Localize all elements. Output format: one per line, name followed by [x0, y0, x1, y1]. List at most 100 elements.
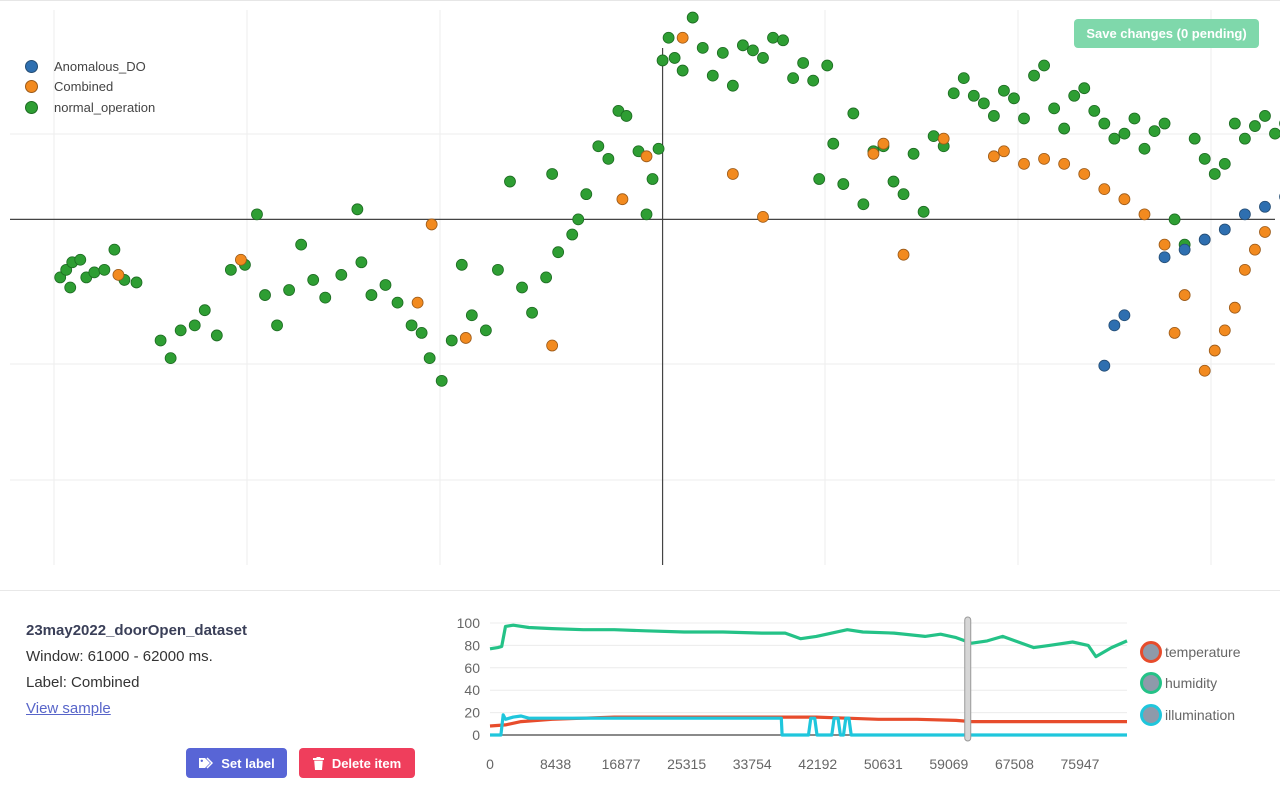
point-normal-operation[interactable]: [998, 84, 1010, 97]
point-normal-operation[interactable]: [907, 147, 920, 160]
point-normal-operation[interactable]: [821, 59, 834, 72]
point-combined[interactable]: [676, 31, 689, 44]
point-normal-operation[interactable]: [917, 205, 930, 218]
point-normal-operation[interactable]: [540, 271, 553, 284]
point-normal-operation[interactable]: [1168, 213, 1181, 226]
point-combined[interactable]: [1018, 157, 1030, 170]
point-combined[interactable]: [1249, 243, 1261, 256]
point-normal-operation[interactable]: [1188, 132, 1201, 145]
legend-item-humidity[interactable]: humidity: [1140, 668, 1240, 700]
point-normal-operation[interactable]: [716, 46, 729, 59]
point-normal-operation[interactable]: [405, 319, 418, 332]
point-normal-operation[interactable]: [108, 243, 121, 256]
point-normal-operation[interactable]: [64, 281, 77, 294]
point-normal-operation[interactable]: [813, 173, 826, 185]
point-normal-operation[interactable]: [927, 130, 940, 143]
point-normal-operation[interactable]: [726, 79, 739, 92]
point-combined[interactable]: [937, 132, 950, 145]
point-normal-operation[interactable]: [198, 304, 211, 317]
point-normal-operation[interactable]: [777, 34, 789, 47]
point-normal-operation[interactable]: [130, 276, 143, 289]
point-normal-operation[interactable]: [423, 352, 436, 365]
point-normal-operation[interactable]: [947, 87, 960, 100]
point-normal-operation[interactable]: [259, 289, 271, 301]
point-normal-operation[interactable]: [1078, 82, 1091, 95]
point-normal-operation[interactable]: [1118, 127, 1131, 140]
point-normal-operation[interactable]: [757, 52, 769, 64]
point-normal-operation[interactable]: [787, 72, 799, 85]
point-combined[interactable]: [1078, 168, 1091, 180]
point-combined[interactable]: [546, 339, 559, 352]
point-normal-operation[interactable]: [747, 44, 759, 57]
point-normal-operation[interactable]: [98, 263, 111, 276]
point-anomalous-do[interactable]: [1158, 251, 1171, 264]
point-normal-operation[interactable]: [251, 208, 263, 221]
point-normal-operation[interactable]: [1068, 89, 1081, 102]
point-normal-operation[interactable]: [88, 266, 101, 279]
point-combined[interactable]: [425, 218, 438, 231]
point-normal-operation[interactable]: [188, 319, 201, 332]
point-normal-operation[interactable]: [857, 198, 870, 211]
legend-item-normal-operation[interactable]: normal_operation: [22, 97, 155, 118]
point-normal-operation[interactable]: [1228, 117, 1241, 130]
point-normal-operation[interactable]: [355, 256, 368, 269]
point-combined[interactable]: [1168, 327, 1181, 339]
point-normal-operation[interactable]: [887, 175, 900, 188]
point-normal-operation[interactable]: [224, 263, 237, 276]
point-normal-operation[interactable]: [1238, 132, 1251, 145]
point-normal-operation[interactable]: [1088, 105, 1101, 117]
point-combined[interactable]: [616, 193, 629, 206]
point-normal-operation[interactable]: [552, 246, 565, 259]
point-normal-operation[interactable]: [1058, 122, 1071, 135]
point-normal-operation[interactable]: [640, 208, 653, 221]
point-normal-operation[interactable]: [283, 284, 296, 296]
point-normal-operation[interactable]: [686, 11, 699, 24]
point-normal-operation[interactable]: [435, 374, 448, 387]
point-normal-operation[interactable]: [668, 52, 681, 64]
point-normal-operation[interactable]: [492, 263, 504, 276]
point-normal-operation[interactable]: [295, 238, 308, 251]
point-normal-operation[interactable]: [154, 334, 167, 347]
point-anomalous-do[interactable]: [1178, 243, 1191, 256]
point-normal-operation[interactable]: [767, 31, 779, 44]
point-normal-operation[interactable]: [1148, 125, 1161, 137]
point-combined[interactable]: [1208, 344, 1221, 357]
point-combined[interactable]: [1259, 226, 1271, 238]
point-normal-operation[interactable]: [837, 178, 850, 190]
legend-item-illumination[interactable]: illumination: [1140, 699, 1240, 731]
point-anomalous-do[interactable]: [1108, 319, 1121, 332]
point-normal-operation[interactable]: [676, 64, 689, 77]
set-label-button[interactable]: Set label: [186, 748, 287, 778]
point-normal-operation[interactable]: [1048, 102, 1061, 115]
point-combined[interactable]: [1158, 238, 1171, 251]
legend-item-temperature[interactable]: temperature: [1140, 636, 1240, 668]
point-normal-operation[interactable]: [319, 291, 332, 304]
point-normal-operation[interactable]: [365, 289, 378, 301]
point-normal-operation[interactable]: [1128, 112, 1141, 125]
point-normal-operation[interactable]: [646, 173, 659, 185]
point-normal-operation[interactable]: [572, 213, 585, 226]
point-combined[interactable]: [1118, 193, 1131, 206]
legend-item-anomalous-do[interactable]: Anomalous_DO: [22, 56, 155, 77]
point-normal-operation[interactable]: [566, 228, 579, 241]
point-normal-operation[interactable]: [379, 279, 392, 291]
sensor-timeseries-chart[interactable]: 0 20 40 60 80 100 0 8438 16877 25315 33754 42192 50…: [440, 600, 1140, 780]
point-combined[interactable]: [987, 150, 1000, 163]
point-normal-operation[interactable]: [1269, 127, 1280, 140]
point-normal-operation[interactable]: [455, 258, 468, 271]
point-anomalous-do[interactable]: [1259, 200, 1271, 213]
point-normal-operation[interactable]: [74, 253, 87, 266]
point-normal-operation[interactable]: [1208, 168, 1221, 180]
point-combined[interactable]: [112, 268, 125, 281]
embedding-scatter-plot[interactable]: [0, 0, 1280, 580]
point-combined[interactable]: [867, 147, 880, 160]
point-normal-operation[interactable]: [957, 72, 970, 85]
selected-window-marker[interactable]: [964, 616, 972, 742]
point-normal-operation[interactable]: [307, 274, 320, 286]
point-normal-operation[interactable]: [164, 352, 177, 365]
point-normal-operation[interactable]: [967, 89, 980, 102]
point-normal-operation[interactable]: [1259, 110, 1271, 122]
point-combined[interactable]: [726, 168, 739, 180]
point-combined[interactable]: [897, 248, 910, 261]
point-normal-operation[interactable]: [580, 188, 593, 201]
